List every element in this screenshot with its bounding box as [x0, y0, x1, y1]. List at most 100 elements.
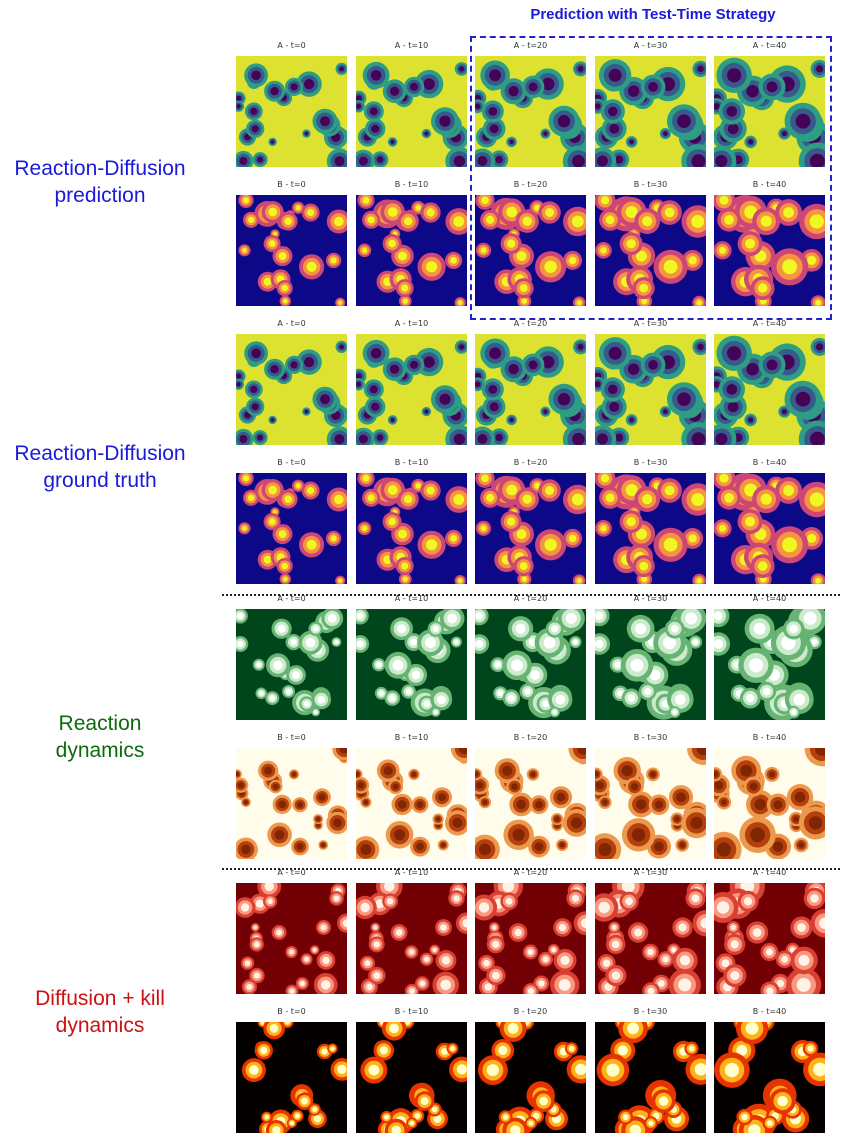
field-blob	[760, 493, 772, 505]
field-blob	[595, 771, 599, 777]
field-blob	[370, 70, 382, 81]
panel-label: A - t=0	[277, 868, 306, 877]
field-blob	[598, 901, 610, 914]
field-blob	[242, 197, 250, 204]
field-blob	[441, 1048, 449, 1055]
field-blob	[664, 485, 675, 496]
field-blob	[766, 81, 778, 93]
field-blob	[572, 154, 585, 167]
field-blob	[453, 433, 465, 445]
field-blob	[554, 816, 560, 822]
field-blob	[411, 670, 421, 680]
field-blob	[452, 817, 463, 828]
field-panel-b-t20	[475, 1022, 586, 1133]
field-blob	[356, 772, 360, 777]
field-blob	[595, 381, 601, 388]
panel-label: A - t=20	[513, 319, 548, 328]
field-blob	[480, 525, 487, 532]
field-blob	[272, 1126, 281, 1133]
field-heatmap	[356, 473, 467, 584]
field-blob	[398, 529, 407, 539]
field-blob	[730, 940, 739, 949]
field-blob	[251, 70, 261, 81]
field-blob	[748, 139, 754, 145]
field-blob	[304, 79, 315, 90]
field-panel-a-t10	[356, 883, 467, 994]
field-blob	[236, 104, 241, 109]
field-blob	[716, 842, 731, 857]
field-blob	[647, 948, 654, 956]
field-blob	[247, 216, 255, 223]
field-blob	[479, 843, 491, 856]
field-blob	[240, 903, 250, 912]
field-blob	[791, 709, 797, 715]
field-blob	[236, 382, 241, 387]
field-blob	[489, 347, 501, 360]
field-blob	[688, 1045, 695, 1052]
field-blob	[506, 206, 518, 218]
field-blob	[438, 793, 446, 802]
field-blob	[486, 493, 495, 502]
field-blob	[714, 381, 720, 388]
field-panel-a-t20	[475, 609, 586, 720]
field-blob	[475, 381, 481, 388]
field-blob	[414, 1113, 421, 1119]
field-blob	[506, 484, 518, 496]
field-blob	[397, 624, 407, 634]
field-blob	[639, 283, 649, 293]
panel-label: A - t=0	[277, 319, 306, 328]
panel-label: B - t=0	[277, 1007, 306, 1016]
field-blob	[534, 204, 541, 211]
field-blob	[255, 899, 264, 908]
field-blob	[675, 694, 686, 705]
field-blob	[576, 300, 582, 306]
field-blob	[571, 493, 584, 506]
field-blob	[611, 971, 621, 980]
field-blob	[363, 800, 369, 805]
field-blob	[330, 1046, 335, 1051]
field-blob	[256, 662, 262, 668]
field-blob	[691, 493, 705, 506]
field-blob	[423, 700, 430, 708]
field-blob	[320, 980, 331, 990]
panel-label: A - t=20	[513, 594, 548, 603]
field-blob	[782, 537, 798, 553]
field-blob	[555, 694, 566, 705]
field-blob	[301, 1097, 309, 1105]
field-blob	[295, 205, 301, 211]
field-blob	[798, 842, 805, 848]
field-blob	[746, 363, 759, 376]
field-blob	[648, 1120, 654, 1126]
field-blob	[250, 107, 258, 115]
field-blob	[338, 578, 343, 583]
field-heatmap	[475, 195, 586, 306]
field-blob	[312, 625, 319, 632]
field-blob	[489, 402, 499, 412]
field-blob	[781, 131, 787, 137]
field-blob	[521, 298, 528, 304]
field-blob	[384, 883, 395, 892]
field-blob	[803, 611, 817, 625]
field-blob	[239, 435, 248, 443]
field-blob	[481, 474, 489, 483]
field-blob	[450, 257, 457, 264]
field-blob	[488, 385, 498, 394]
field-blob	[783, 207, 794, 218]
field-blob	[672, 709, 677, 715]
field-heatmap	[475, 883, 586, 994]
field-blob	[617, 1045, 628, 1056]
field-blob	[433, 1114, 442, 1123]
field-blob	[611, 925, 617, 930]
panel-label: A - t=20	[513, 868, 548, 877]
field-blob	[250, 385, 258, 393]
field-blob	[644, 688, 652, 695]
field-blob	[527, 949, 534, 955]
field-blob	[322, 956, 330, 965]
panel-label: A - t=10	[394, 41, 429, 50]
field-blob	[502, 765, 513, 776]
field-blob	[273, 232, 277, 236]
field-blob	[688, 256, 697, 265]
section-label-rd-prediction: Reaction-Diffusion prediction	[0, 155, 200, 209]
field-blob	[807, 533, 817, 543]
field-blob	[795, 113, 811, 129]
